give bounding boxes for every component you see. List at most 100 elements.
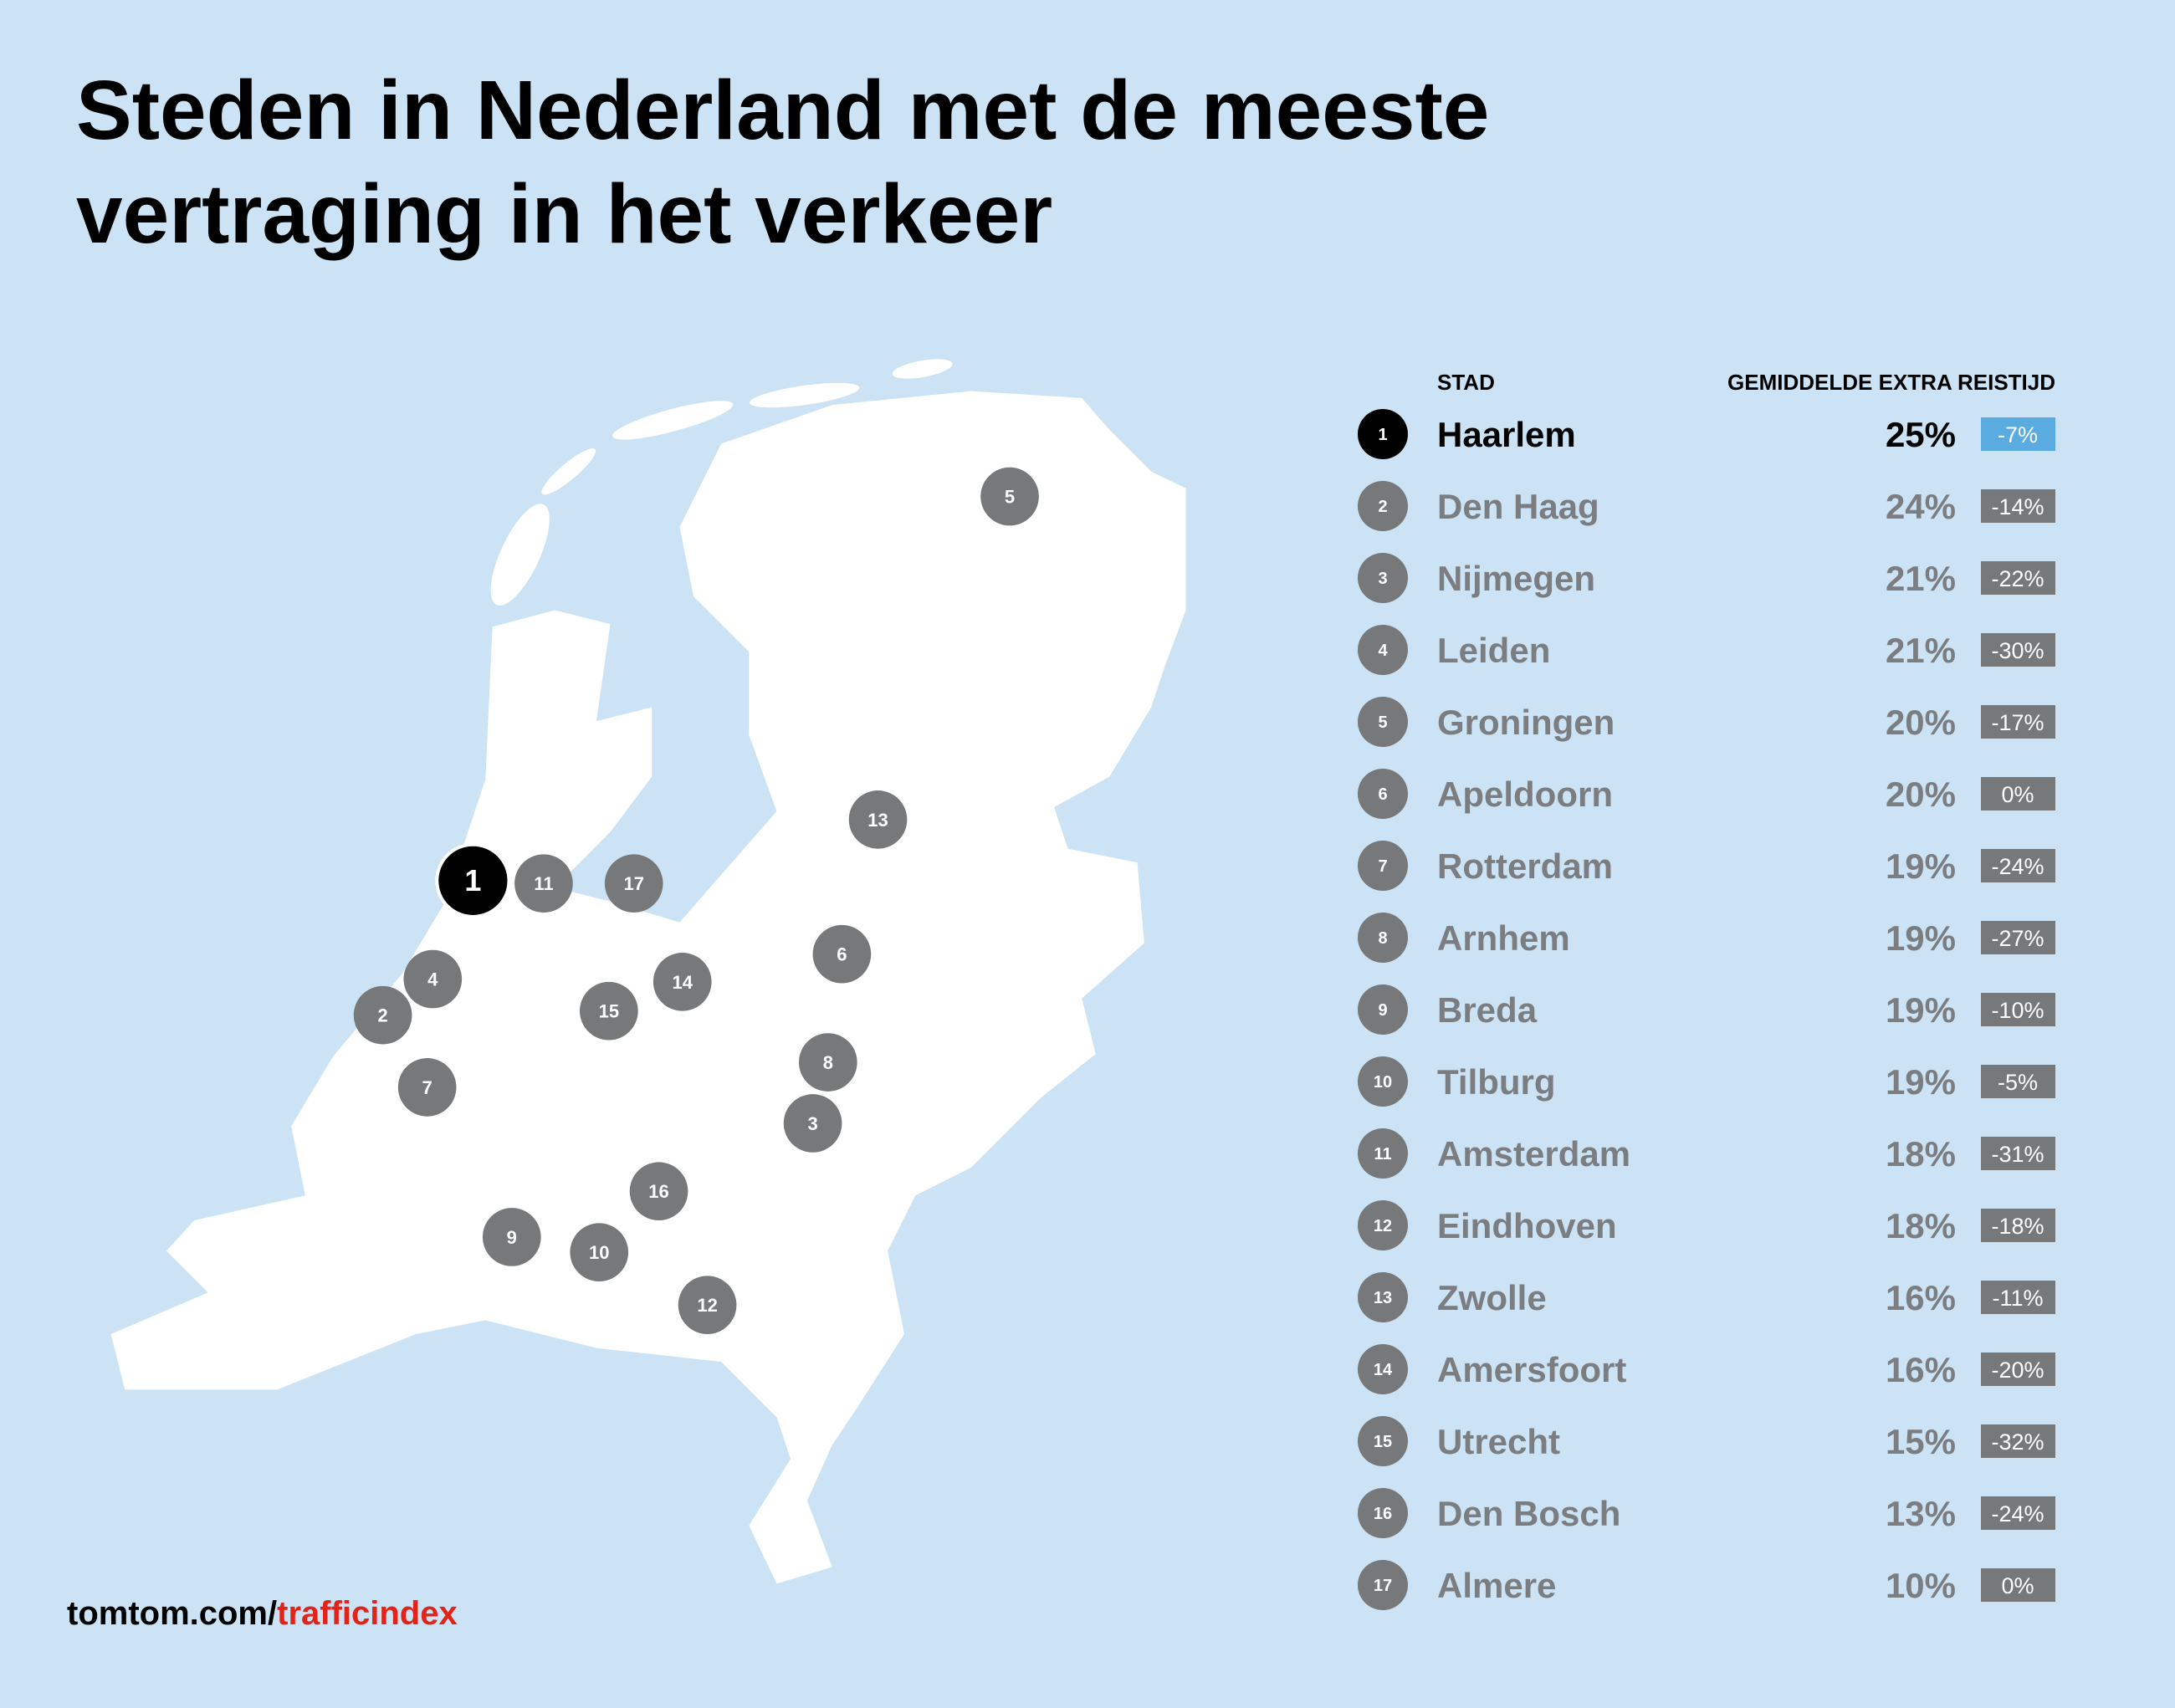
map-marker [397, 1058, 457, 1117]
rank-badge [1358, 1272, 1408, 1322]
map-marker [629, 1162, 688, 1221]
delay-value: 19% [1886, 846, 1956, 886]
delay-value: 10% [1886, 1566, 1956, 1605]
change-value: -17% [1991, 710, 2044, 735]
rank-number: 7 [1378, 857, 1387, 876]
map-marker-label: 11 [534, 873, 553, 894]
map-marker-label: 10 [589, 1242, 609, 1263]
city-name: Breda [1437, 990, 1538, 1030]
map-marker [812, 924, 872, 984]
island [892, 359, 953, 379]
city-name: Arnhem [1437, 918, 1570, 958]
city-name: Almere [1437, 1566, 1556, 1605]
rank-number: 15 [1374, 1433, 1392, 1451]
island [490, 504, 550, 606]
delay-value: 20% [1886, 703, 1956, 742]
city-name: Eindhoven [1437, 1206, 1617, 1245]
change-box [1981, 1353, 2055, 1386]
delay-value: 24% [1886, 487, 1956, 526]
delay-value: 21% [1886, 559, 1956, 598]
footer-path: trafficindex [277, 1595, 458, 1632]
rank-number: 3 [1378, 570, 1387, 588]
delay-value: 16% [1886, 1278, 1956, 1317]
delay-value: 13% [1886, 1494, 1956, 1533]
rank-number: 1 [1378, 426, 1387, 444]
delay-value: 25% [1886, 415, 1956, 454]
map-marker [514, 854, 573, 913]
change-box [1981, 777, 2055, 811]
map-marker-label: 9 [507, 1227, 517, 1248]
map-marker [580, 981, 638, 1041]
rank-number: 13 [1374, 1289, 1392, 1307]
change-value: -5% [1998, 1070, 2038, 1095]
delay-value: 19% [1886, 1062, 1956, 1102]
change-box [1981, 561, 2055, 595]
change-box [1981, 849, 2055, 882]
map-marker-label: 12 [697, 1295, 717, 1316]
city-name: Tilburg [1437, 1062, 1556, 1102]
rank-badge [1358, 553, 1408, 603]
delay-value: 18% [1886, 1134, 1956, 1174]
change-value: -30% [1991, 638, 2044, 663]
rank-number: 12 [1374, 1217, 1392, 1235]
rank-number: 17 [1374, 1577, 1392, 1595]
city-name: Groningen [1437, 703, 1615, 742]
change-value: -11% [1992, 1286, 2043, 1311]
map-marker-label: 13 [867, 810, 888, 831]
rank-badge [1358, 1128, 1408, 1179]
change-box [1981, 1281, 2055, 1314]
island [749, 382, 860, 408]
city-name: Amersfoort [1437, 1350, 1626, 1389]
title-line: vertraging in het verkeer [76, 167, 1052, 261]
delay-value: 19% [1886, 918, 1956, 958]
rank-number: 11 [1374, 1145, 1391, 1163]
footer-link: tomtom.com/trafficindex [67, 1595, 458, 1632]
map-marker-label: 16 [648, 1181, 668, 1202]
map-marker [403, 949, 463, 1009]
column-header: STAD [1437, 370, 1495, 395]
city-name: Haarlem [1437, 415, 1576, 454]
change-value: -7% [1998, 422, 2038, 447]
map-marker-label: 15 [599, 1001, 619, 1022]
change-box [1981, 489, 2055, 523]
city-name: Leiden [1437, 631, 1550, 670]
rank-number: 5 [1378, 713, 1387, 732]
rank-badge [1358, 1344, 1408, 1394]
change-value: 0% [2001, 782, 2034, 807]
rank-number: 6 [1378, 785, 1387, 804]
change-box [1981, 1496, 2055, 1530]
change-value: -32% [1991, 1429, 2044, 1455]
rank-badge [1358, 409, 1408, 459]
city-name: Zwolle [1437, 1278, 1547, 1317]
map-marker-label: 14 [672, 972, 693, 993]
island [541, 448, 596, 495]
rank-badge [1358, 1056, 1408, 1107]
rank-number: 9 [1378, 1001, 1387, 1020]
footer-domain: tomtom.com/ [67, 1595, 277, 1632]
delay-value: 18% [1886, 1206, 1956, 1245]
map-marker [353, 985, 412, 1045]
map-marker-label: 8 [823, 1052, 833, 1073]
rank-number: 10 [1374, 1073, 1392, 1092]
rank-number: 8 [1378, 929, 1387, 948]
change-value: -18% [1991, 1214, 2044, 1239]
change-value: -24% [1991, 1501, 2044, 1526]
delay-value: 20% [1886, 775, 1956, 814]
change-box [1981, 633, 2055, 667]
map-marker [783, 1094, 842, 1153]
change-value: -27% [1991, 926, 2044, 951]
map-marker-label: 2 [377, 1005, 387, 1026]
rank-badge [1358, 984, 1408, 1035]
rank-badge [1358, 1200, 1408, 1250]
change-box [1981, 705, 2055, 739]
change-value: -20% [1991, 1358, 2044, 1383]
change-box [1981, 1209, 2055, 1242]
map [110, 359, 1186, 1584]
rank-badge [1358, 1488, 1408, 1538]
change-value: -10% [1991, 998, 2044, 1023]
delay-value: 16% [1886, 1350, 1956, 1389]
delay-value: 21% [1886, 631, 1956, 670]
rank-number: 16 [1374, 1505, 1392, 1523]
map-marker-label: 1 [464, 863, 481, 897]
